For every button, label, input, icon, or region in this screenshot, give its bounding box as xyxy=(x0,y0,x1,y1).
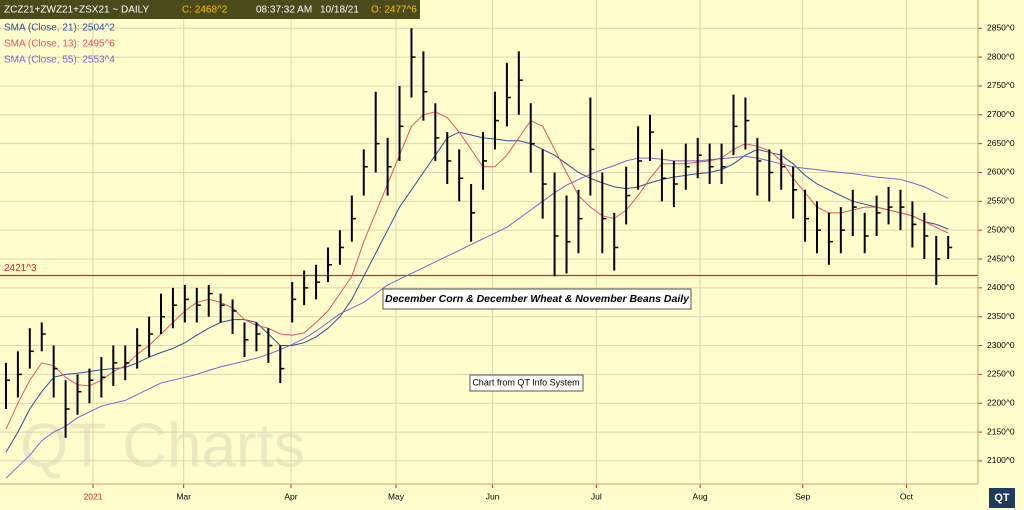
legend-entry: SMA (Close, 13): 2495^6 xyxy=(4,39,115,50)
header-bar xyxy=(0,0,420,19)
sma-line xyxy=(5,111,949,430)
y-tick-label: 2500^0 xyxy=(987,224,1015,234)
logo-box xyxy=(989,488,1015,508)
y-tick-label: 2100^0 xyxy=(987,455,1015,465)
watermark: QT Charts xyxy=(20,411,305,480)
y-tick-label: 2400^0 xyxy=(987,282,1015,292)
sma-line xyxy=(5,131,949,453)
y-tick-label: 2700^0 xyxy=(987,109,1015,119)
y-tick-label: 2450^0 xyxy=(987,253,1015,263)
y-tick-label: 2300^0 xyxy=(987,340,1015,350)
x-tick-label: Apr xyxy=(284,491,297,501)
symbol: ZCZ21+ZWZ21+ZSX21 ~ DAILY xyxy=(4,5,149,16)
y-tick-label: 2850^0 xyxy=(987,23,1015,33)
y-tick-label: 2550^0 xyxy=(987,196,1015,206)
legend-entry: SMA (Close, 21): 2504^2 xyxy=(4,23,115,34)
sma-line xyxy=(5,155,949,479)
title-box xyxy=(382,288,692,310)
open: O: 2477^6 xyxy=(371,5,417,16)
x-tick-label: 2021 xyxy=(84,491,103,501)
y-tick-label: 2200^0 xyxy=(987,397,1015,407)
x-tick-label: May xyxy=(388,491,405,501)
legend-entry: SMA (Close, 55): 2553^4 xyxy=(4,55,115,66)
x-tick-label: Mar xyxy=(176,491,191,501)
annotation-box xyxy=(469,374,584,392)
time: 08:37:32 AM xyxy=(256,5,312,16)
y-tick-label: 2800^0 xyxy=(987,51,1015,61)
y-tick-label: 2750^0 xyxy=(987,80,1015,90)
chart-title: December Corn & December Wheat & Novembe… xyxy=(385,293,690,305)
logo: QT xyxy=(994,492,1010,504)
y-tick-label: 2650^0 xyxy=(987,138,1015,148)
reference-label: 2421^3 xyxy=(4,263,37,274)
y-tick-label: 2250^0 xyxy=(987,369,1015,379)
close: C: 2468^2 xyxy=(182,5,228,16)
y-tick-label: 2600^0 xyxy=(987,167,1015,177)
annotation: Chart from QT Info System xyxy=(472,377,579,387)
x-tick-label: Aug xyxy=(693,491,708,501)
x-tick-label: Jul xyxy=(591,491,602,501)
date: 10/18/21 xyxy=(320,5,359,16)
y-tick-label: 2350^0 xyxy=(987,311,1015,321)
y-tick-label: 2150^0 xyxy=(987,426,1015,436)
x-tick-label: Sep xyxy=(795,491,810,501)
x-tick-label: Jun xyxy=(486,491,500,501)
x-tick-label: Oct xyxy=(900,491,914,501)
